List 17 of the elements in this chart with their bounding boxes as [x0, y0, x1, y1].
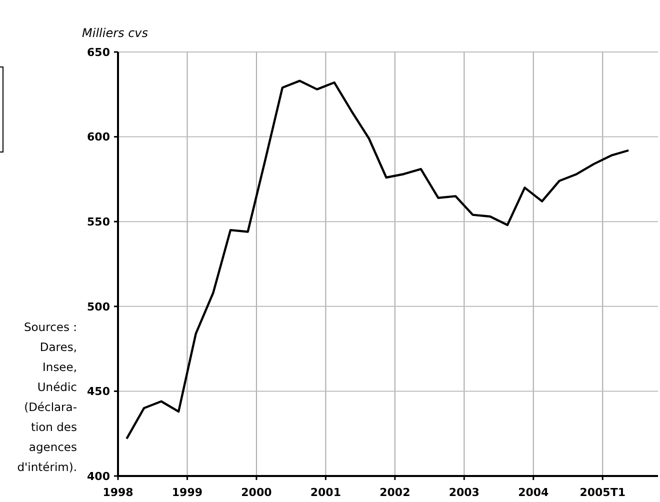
- x-tick-label: 1999: [172, 486, 203, 499]
- y-tick-label: 600: [87, 130, 110, 144]
- y-tick-label: 650: [87, 46, 110, 59]
- line-series: [126, 80, 630, 440]
- y-tick-label: 500: [87, 300, 110, 314]
- x-tick-label: 1998: [102, 486, 134, 499]
- source-note: Sources : Dares, Insee, Unédic (Déclara- tion des agences d'intérim).: [17, 320, 77, 474]
- x-tick-label: 2001: [310, 486, 342, 499]
- x-tick-label: 2000: [241, 486, 272, 499]
- y-tick-label: 550: [87, 215, 110, 228]
- y-axis-title: Milliers cvs: [82, 26, 148, 40]
- x-tick-label: 2002: [380, 486, 410, 499]
- y-tick-label: 450: [87, 385, 110, 398]
- x-tick-label: 2005T1: [580, 486, 626, 499]
- x-tick-label: 2004: [518, 486, 550, 499]
- x-tick-label: 2003: [448, 486, 480, 499]
- y-tick-label: 400: [87, 470, 110, 483]
